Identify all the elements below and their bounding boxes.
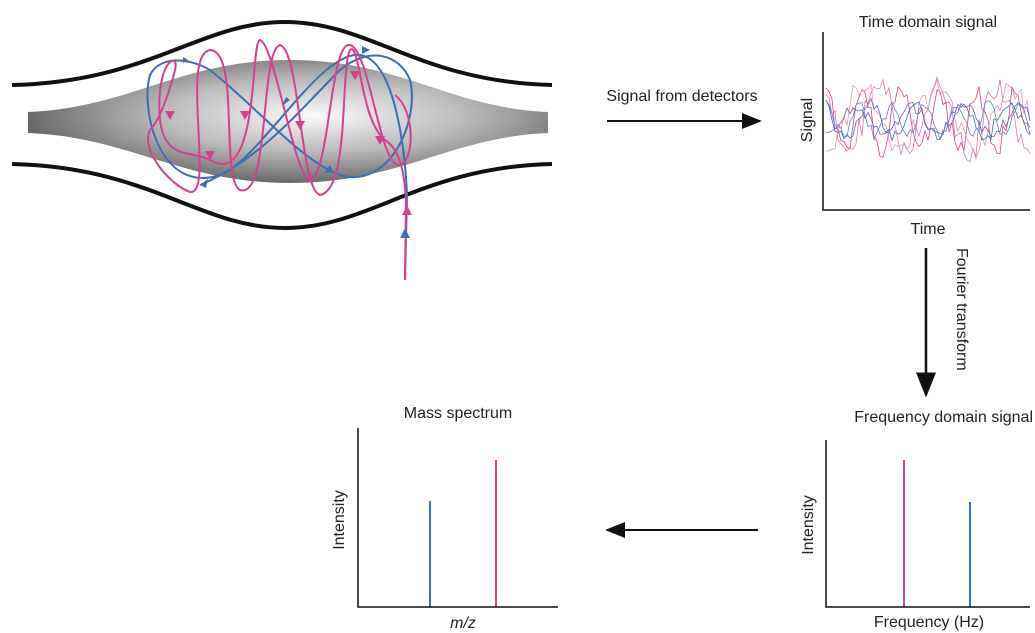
x-axis-label: Frequency (Hz) bbox=[874, 614, 984, 631]
frequency-domain-panel: Frequency domain signal Intensity Freque… bbox=[800, 409, 1033, 631]
orbitrap bbox=[12, 22, 552, 280]
signal-trace bbox=[826, 86, 1030, 157]
panel-title: Mass spectrum bbox=[404, 405, 512, 422]
time-domain-panel: Time domain signal Signal Time bbox=[799, 14, 1030, 238]
signal-trace bbox=[826, 101, 1030, 140]
mass-spectrum-panel: Mass spectrum Intensity m/z bbox=[331, 405, 558, 632]
time-signal bbox=[826, 77, 1030, 162]
x-axis-label: Time bbox=[911, 221, 946, 238]
arrow-label: Fourier transform bbox=[953, 248, 970, 371]
y-axis-label: Intensity bbox=[800, 495, 817, 555]
axes bbox=[358, 428, 558, 607]
axes bbox=[826, 440, 1030, 607]
y-axis-label: Intensity bbox=[331, 490, 348, 550]
y-axis-label: Signal bbox=[799, 98, 816, 142]
panel-title: Time domain signal bbox=[859, 14, 997, 31]
panel-title: Frequency domain signal bbox=[854, 409, 1033, 426]
arrow-label: Signal from detectors bbox=[606, 88, 757, 105]
diagram: Signal from detectors Time domain signal… bbox=[0, 0, 1035, 633]
x-axis-label: m/z bbox=[450, 615, 476, 632]
signal-trace bbox=[826, 79, 1030, 158]
